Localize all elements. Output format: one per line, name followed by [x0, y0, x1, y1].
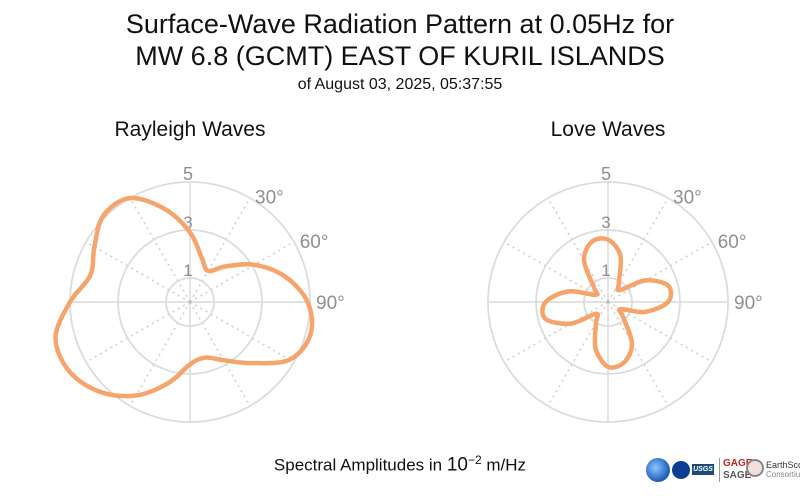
- nasa-logo-icon: [672, 461, 690, 479]
- x-axis-label-prefix: Spectral Amplitudes in: [273, 455, 447, 475]
- rayleigh-angle-label: 30°: [255, 187, 284, 208]
- usgs-logo: USGS: [692, 464, 714, 475]
- rayleigh-ring-1: [165, 277, 215, 327]
- rayleigh-spoke: [129, 197, 191, 303]
- love-pattern-curve: [540, 236, 674, 370]
- rayleigh-spoke: [85, 301, 191, 363]
- love-spoke: [607, 301, 713, 363]
- rayleigh-angle-label: 60°: [300, 232, 329, 253]
- rayleigh-plot-title: Rayleigh Waves: [114, 118, 266, 141]
- love-spoke: [503, 301, 609, 363]
- x-axis-label-unit: m/Hz: [481, 455, 527, 475]
- rayleigh-spoke: [85, 241, 191, 303]
- rayleigh-spoke: [189, 197, 251, 303]
- love-rtick-label: 1: [601, 261, 610, 280]
- love-angle-label: 60°: [718, 232, 747, 253]
- rayleigh-spoke: [189, 241, 295, 303]
- love-angle-label: 30°: [673, 187, 702, 208]
- earthscope-logo-icon: [746, 459, 764, 477]
- love-rtick-label: 5: [601, 164, 611, 184]
- earthscope-logo: EarthScope Consortium: [766, 460, 800, 480]
- rayleigh-spoke: [189, 301, 295, 363]
- love-spoke: [607, 241, 713, 303]
- rayleigh-spoke: [189, 301, 251, 407]
- rayleigh-center-dot: [188, 300, 192, 304]
- rayleigh-rtick-label: 3: [183, 213, 192, 232]
- earthscope-label: EarthScope: [766, 460, 800, 470]
- love-plot-title: Love Waves: [550, 118, 666, 141]
- rayleigh-pattern-curve: [53, 195, 315, 399]
- chart-title-line1: Surface-Wave Radiation Pattern at 0.05Hz…: [125, 9, 675, 39]
- rayleigh-spoke: [129, 301, 191, 407]
- nsf-logo-icon: [646, 458, 670, 482]
- love-ring-5: [487, 181, 729, 423]
- love-angle-label: 90°: [734, 293, 763, 314]
- love-spoke: [503, 241, 609, 303]
- love-spoke: [607, 301, 669, 407]
- chart-subtitle: of August 03, 2025, 05:37:55: [297, 76, 503, 93]
- gage-sage-logo: GAGE SAGE: [719, 458, 752, 482]
- x-axis-label-exponent: −2: [467, 453, 482, 467]
- love-rtick-label: 3: [601, 213, 610, 232]
- rayleigh-rtick-label: 5: [183, 164, 193, 184]
- love-ring-1: [583, 277, 633, 327]
- rayleigh-rtick-label: 1: [183, 261, 192, 280]
- love-spoke: [547, 197, 609, 303]
- love-center-dot: [606, 300, 610, 304]
- consortium-label: Consortium: [766, 470, 800, 479]
- gage-label: GAGE: [723, 458, 753, 469]
- logo-strip: USGS GAGE SAGE EarthScope Consortium: [646, 455, 800, 487]
- rayleigh-angle-label: 90°: [316, 293, 345, 314]
- x-axis-label: Spectral Amplitudes in 10−2 m/Hz: [0, 453, 800, 477]
- sage-label: SAGE: [723, 470, 752, 481]
- x-axis-label-power: 10: [446, 454, 468, 476]
- chart-title-line2: MW 6.8 (GCMT) EAST OF KURIL ISLANDS: [135, 41, 665, 71]
- love-ring-3: [535, 229, 681, 375]
